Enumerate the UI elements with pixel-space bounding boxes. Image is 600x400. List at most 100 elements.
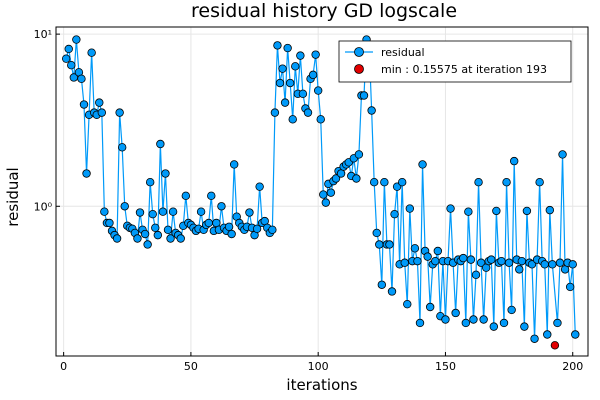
data-point — [153, 230, 163, 240]
data-point — [273, 41, 282, 50]
data-point — [283, 43, 292, 53]
data-point — [82, 169, 91, 178]
data-point — [471, 270, 481, 279]
legend-marker — [354, 64, 364, 74]
data-point — [270, 108, 280, 117]
data-point — [509, 156, 519, 166]
data-point — [550, 341, 560, 350]
data-point — [527, 260, 537, 269]
data-point — [224, 222, 234, 232]
data-point — [504, 258, 514, 267]
data-point — [515, 265, 524, 274]
data-point — [296, 51, 305, 60]
data-points — [61, 35, 580, 350]
data-point — [156, 139, 165, 149]
data-point — [163, 225, 173, 235]
data-point — [387, 287, 397, 296]
data-point — [252, 224, 262, 233]
data-point — [145, 178, 155, 187]
x-tick-label: 0 — [60, 360, 67, 373]
legend: residual min : 0.15575 at iteration 193 — [338, 40, 572, 83]
data-point — [418, 160, 427, 169]
x-tick-label: 150 — [435, 360, 456, 373]
data-point — [377, 280, 387, 289]
chart-title: residual history GD logscale — [191, 0, 457, 22]
data-point — [61, 54, 71, 63]
data-point — [227, 229, 236, 239]
data-point — [303, 108, 313, 117]
data-point — [64, 44, 73, 54]
legend-entry: residual — [381, 46, 425, 59]
data-point — [67, 60, 76, 70]
data-point — [100, 207, 109, 216]
data-point — [326, 188, 336, 197]
data-point — [565, 282, 575, 292]
data-point — [545, 205, 555, 215]
data-point — [479, 315, 488, 324]
data-point — [298, 89, 308, 99]
data-point — [112, 234, 122, 243]
data-point — [400, 258, 409, 267]
data-point — [397, 178, 407, 187]
data-point — [285, 78, 295, 88]
data-point — [520, 322, 529, 331]
data-point — [535, 178, 544, 187]
y-tick-label: 10¹ — [34, 28, 52, 41]
data-point — [352, 174, 361, 183]
data-point — [543, 330, 552, 339]
data-point — [278, 64, 287, 73]
data-point — [117, 143, 127, 152]
data-point — [459, 253, 468, 263]
data-point — [474, 178, 483, 187]
data-point — [268, 225, 277, 235]
data-point — [176, 234, 185, 243]
data-point — [390, 209, 399, 219]
data-point — [151, 223, 160, 232]
data-point — [461, 318, 471, 328]
data-point — [143, 240, 152, 249]
x-axis-ticks: 0 50 100 150 200 — [60, 352, 583, 373]
data-point — [168, 207, 178, 216]
data-point — [359, 91, 369, 100]
data-point — [553, 318, 562, 328]
data-point — [571, 330, 580, 339]
data-point — [555, 258, 565, 267]
data-point — [95, 98, 104, 107]
x-tick-label: 100 — [308, 360, 329, 373]
data-point — [415, 318, 425, 328]
data-point — [517, 256, 527, 266]
data-point — [316, 115, 325, 124]
legend-box — [338, 40, 572, 83]
data-point — [161, 169, 170, 178]
data-point — [403, 299, 412, 309]
data-point — [441, 315, 450, 324]
data-point — [548, 260, 557, 269]
data-point — [140, 229, 150, 239]
data-point — [540, 260, 549, 269]
data-point — [367, 106, 376, 115]
data-point — [530, 334, 539, 343]
data-point — [487, 255, 496, 264]
data-point — [77, 74, 86, 84]
data-point — [275, 78, 285, 88]
data-point — [380, 178, 389, 187]
data-point — [369, 178, 379, 187]
data-point — [135, 208, 145, 217]
data-point — [308, 70, 318, 80]
x-tick-label: 200 — [562, 360, 583, 373]
data-point — [204, 218, 213, 228]
data-point — [217, 202, 226, 211]
data-point — [492, 206, 501, 216]
data-point — [489, 322, 499, 331]
data-point — [87, 48, 96, 57]
data-point — [319, 190, 328, 199]
data-point — [451, 308, 460, 318]
data-point — [280, 98, 290, 107]
data-point — [558, 150, 567, 159]
legend-marker — [354, 47, 364, 57]
data-point — [431, 256, 440, 266]
x-axis-label: iterations — [286, 376, 357, 394]
data-point — [181, 191, 191, 201]
data-point — [133, 234, 142, 243]
